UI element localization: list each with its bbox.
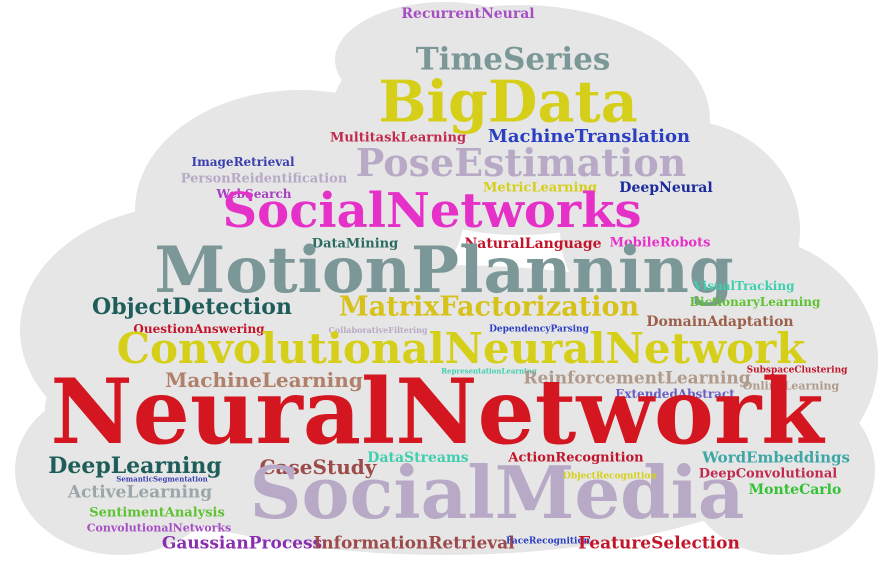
word-informationretrieval: InformationRetrieval xyxy=(313,533,515,554)
word-deepconvolutional: DeepConvolutional xyxy=(698,466,838,482)
word-reinforcementlearning: ReinforcementLearning xyxy=(523,368,751,389)
word-timeseries: TimeSeries xyxy=(415,41,611,78)
word-websearch: WebSearch xyxy=(216,187,292,201)
word-subspaceclustering: SubspaceClustering xyxy=(746,365,848,376)
word-multitasklearning: MultitaskLearning xyxy=(329,130,467,146)
word-machinetranslation: MachineTranslation xyxy=(487,126,691,147)
word-machinelearning: MachineLearning xyxy=(165,368,363,392)
word-representationlearning: RepresentationLearning xyxy=(441,366,537,376)
word-extendedabstract: ExtendedAbstract xyxy=(615,387,735,401)
word-mobilerobots: MobileRobots xyxy=(609,235,711,251)
word-personreidentification: PersonReidentification xyxy=(180,171,348,187)
word-socialnetworks: SocialNetworks xyxy=(222,183,642,239)
word-objectrecognition: ObjectRecognition xyxy=(563,471,657,482)
word-wordembeddings: WordEmbeddings xyxy=(702,448,850,467)
word-domainadaptation: DomainAdaptation xyxy=(646,314,794,330)
word-motionplanning: MotionPlanning xyxy=(154,233,734,308)
word-deeplearning: DeepLearning xyxy=(48,453,222,479)
word-collaborativefiltering: CollaborativeFiltering xyxy=(328,325,428,335)
word-actionrecognition: ActionRecognition xyxy=(508,450,644,466)
word-casestudy: CaseStudy xyxy=(259,455,377,479)
word-semanticsegmentation: SemanticSegmentation xyxy=(116,474,208,484)
word-datamining: DataMining xyxy=(311,236,399,252)
word-convolutionalnetworks: ConvolutionalNetworks xyxy=(86,521,232,535)
word-questionanswering: QuestionAnswering xyxy=(133,322,265,336)
word-activelearning: ActiveLearning xyxy=(67,482,213,503)
word-objectdetection: ObjectDetection xyxy=(92,294,292,320)
word-imageretrieval: ImageRetrieval xyxy=(191,155,295,169)
word-socialmedia: SocialMedia xyxy=(249,450,745,535)
word-matrixfactorization: MatrixFactorization xyxy=(338,291,640,323)
word-recurrentneural: RecurrentNeural xyxy=(401,6,535,22)
word-deepneural: DeepNeural xyxy=(619,180,713,196)
word-montecarlo: MonteCarlo xyxy=(748,482,842,498)
word-featureselection: FeatureSelection xyxy=(578,533,740,554)
word-sentimentanalysis: SentimentAnalysis xyxy=(89,505,225,521)
word-gaussianprocess: GaussianProcess xyxy=(161,533,323,554)
word-neuralnetwork: NeuralNetwork xyxy=(50,359,824,465)
word-metriclearning: MetricLearning xyxy=(483,180,597,196)
word-bigdata: BigData xyxy=(378,68,638,136)
word-poseestimation: PoseEstimation xyxy=(355,140,687,185)
word-datastreams: DataStreams xyxy=(367,450,469,466)
word-visualtracking: VisualTracking xyxy=(693,279,795,293)
word-facerecognition: FaceRecognition xyxy=(505,536,591,547)
word-onlinelearning: OnlineLearning xyxy=(742,379,840,393)
word-dictionarylearning: DictionaryLearning xyxy=(689,295,821,309)
word-convolutionalneuralnetwork: ConvolutionalNeuralNetwork xyxy=(116,324,806,373)
word-naturallanguage: NaturalLanguage xyxy=(464,236,602,252)
word-dependencyparsing: DependencyParsing xyxy=(489,324,589,335)
